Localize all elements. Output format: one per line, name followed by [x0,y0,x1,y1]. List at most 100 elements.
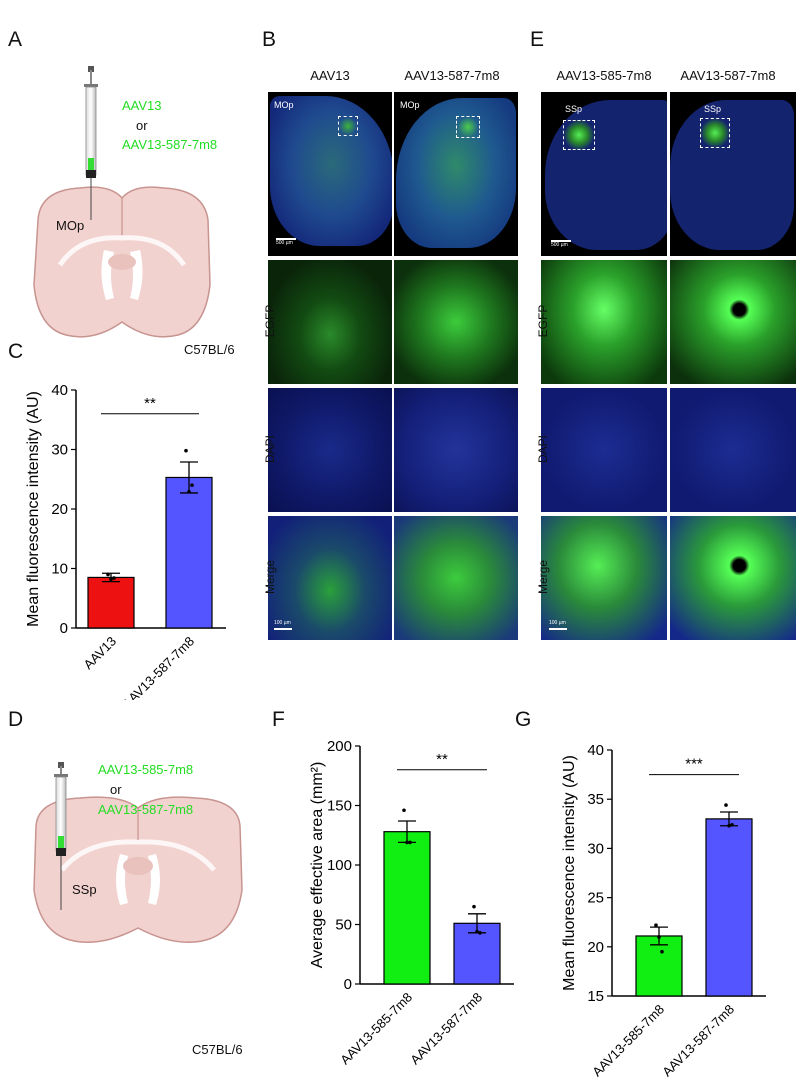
brain-injection-diagram [33,66,211,338]
row-label-b-egfp: EGFP [263,304,277,338]
micrograph-b-overview-2: MOp [394,92,518,256]
micrograph-e-overview-2: SSp [670,92,796,256]
y-tick-label: 50 [335,917,352,934]
y-tick-label: 0 [344,976,352,993]
x-tick-label: AAV13-587-7m8 [659,1002,737,1080]
bar [635,935,683,997]
data-point [184,448,188,453]
row-label-b-dapi: DAPI [263,435,277,464]
significance-label: ** [436,751,448,768]
x-tick-label: AAV13-587-7m8 [119,634,197,700]
vector-label-2: AAV13-587-7m8 [98,802,194,817]
vector-label-1: AAV13-585-7m8 [98,762,194,777]
or-label: or [136,118,148,133]
panel-letter-e: E [530,28,545,51]
panel-a-schematic: AAV13 or AAV13-587-7m8 MOp C57BL/6 [0,60,260,360]
col-header-e1: AAV13-585-7m8 [556,68,652,83]
strain-label: C57BL/6 [192,1042,243,1057]
significance-label: ** [144,395,156,412]
micrograph-b-dapi-1 [268,388,392,512]
data-point [187,489,191,494]
region-label: SSp [72,882,97,897]
col-header-b2: AAV13-587-7m8 [404,68,500,83]
data-point [475,929,479,934]
y-tick-label: 30 [587,840,604,857]
significance-label: *** [685,756,703,773]
x-tick-label: AAV13-587-7m8 [407,990,485,1068]
col-header-b1: AAV13 [310,68,350,83]
y-tick-label: 25 [587,890,604,907]
x-tick-label: AAV13 [81,634,120,673]
y-tick-label: 30 [51,442,68,459]
y-tick-label: 200 [327,738,352,755]
y-tick-label: 35 [587,791,604,808]
chart-g: 15 20 25 30 35 40 Mean fluorescence intensity … [561,742,766,1080]
data-point [660,949,664,954]
micrograph-e-egfp-1 [541,260,667,384]
micrograph-e-dapi-1 [541,388,667,512]
data-point [478,931,482,935]
x-tick-label: AAV13-585-7m8 [337,990,415,1068]
strain-label: C57BL/6 [184,342,235,357]
y-tick-label: 20 [587,939,604,956]
y-tick-label: 40 [51,382,68,399]
panel-d-schematic: AAV13-585-7m8 or AAV13-587-7m8 SSp C57BL… [0,760,260,1060]
region-label-b2: MOp [400,100,420,110]
y-axis-label: Average effective area (mm²) [309,762,326,969]
micrograph-e-egfp-2 [670,260,796,384]
y-tick-label: 150 [327,798,352,815]
panel-letter-g: G [515,708,532,731]
micrograph-b-dapi-2 [394,388,518,512]
micrograph-b-egfp-2 [394,260,518,384]
data-point [730,822,734,827]
data-point [106,572,110,577]
vector-label-2: AAV13-587-7m8 [122,137,218,152]
micrograph-e-overview-1: SSp 500 µm [541,92,667,256]
region-label-e1: SSp [565,104,583,114]
micrograph-b-overview-1: MOp 500 µm [268,92,392,256]
data-point [654,923,658,927]
scale-bar-label: 500 µm [276,240,293,246]
col-header-e2: AAV13-587-7m8 [680,68,776,83]
data-point [472,904,476,909]
data-point [727,823,731,828]
y-tick-label: 40 [587,742,604,759]
micrograph-e-merge-2 [670,516,796,640]
y-tick-label: 15 [587,988,604,1005]
micrograph-e-merge-1: 100 µm [541,516,667,640]
bar [165,476,213,629]
data-point [190,483,194,487]
data-point [109,577,113,582]
panel-letter-a: A [8,28,23,51]
row-label-e-egfp: EGFP [536,304,550,338]
data-point [402,808,406,813]
scale-bar-label: 100 µm [549,620,566,626]
bar [383,831,431,985]
row-label-b-merge: Merge [263,560,277,595]
bar [87,576,135,629]
region-label: MOp [56,218,85,233]
y-tick-label: 100 [327,857,352,874]
y-tick-label: 20 [51,501,68,518]
y-tick-label: 0 [60,620,68,637]
or-label: or [110,782,122,797]
micrograph-e-dapi-2 [670,388,796,512]
scale-bar-label: 100 µm [274,620,291,626]
panel-letter-c: C [8,340,24,363]
micrograph-b-merge-1: 100 µm [268,516,392,640]
data-point [724,803,728,807]
y-axis-label: Mean fluorescence intensity (AU) [25,391,42,627]
panel-letter-b: B [262,28,277,51]
data-point [408,840,412,845]
data-point [657,935,661,939]
region-label-e2: SSp [704,104,722,114]
micrograph-b-merge-2 [394,516,518,640]
vector-label-1: AAV13 [122,98,162,113]
x-tick-label: AAV13-585-7m8 [589,1002,667,1080]
bar [705,818,753,997]
brain-injection-diagram [33,762,243,943]
row-label-e-merge: Merge [536,560,550,595]
y-tick-label: 10 [51,561,68,578]
chart-c: 0 10 20 30 40 Mean fluorescence intensity (AU… [25,382,226,700]
